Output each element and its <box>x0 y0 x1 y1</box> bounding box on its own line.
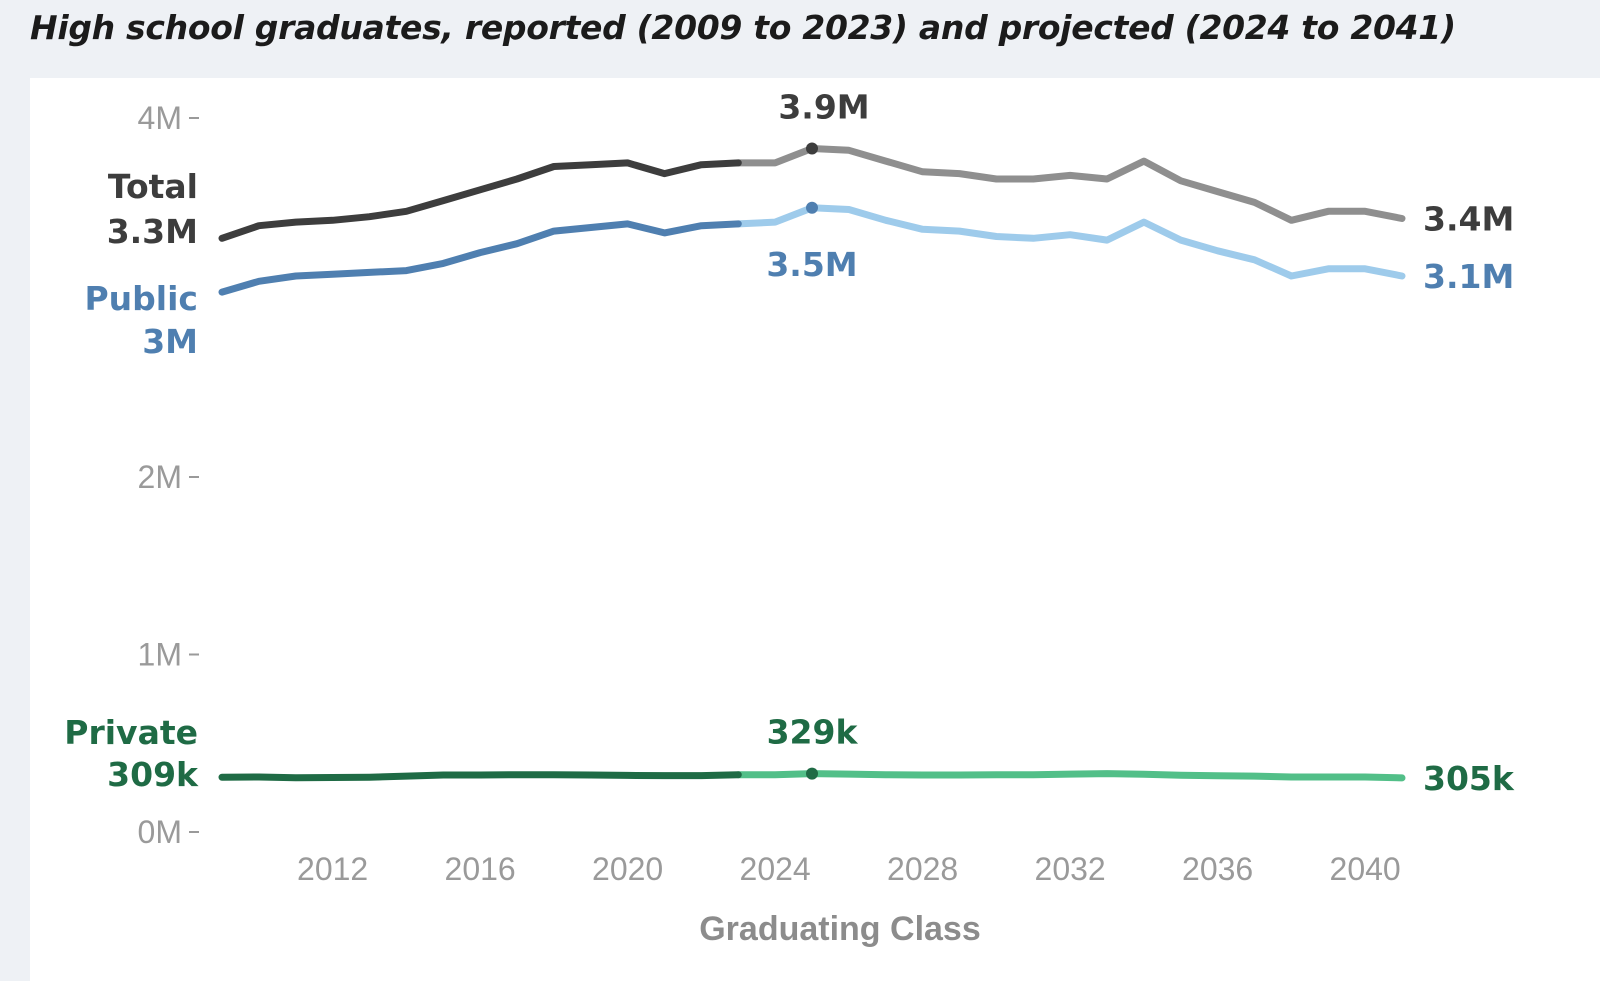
total-reported-line <box>218 159 742 242</box>
x-tick-label: 2040 <box>1330 851 1401 887</box>
chart-panel: 4M 2M 1M 0M 2012 2016 2020 2024 2028 2032 2036 204… <box>30 78 1600 981</box>
private-reported-line <box>218 771 742 782</box>
end-label: 305k <box>1423 759 1515 798</box>
peak-point <box>806 767 818 780</box>
x-axis: 2012 2016 2020 2024 2028 2032 2036 2040 <box>297 851 1401 887</box>
y-tick-label: 4M <box>138 100 182 136</box>
start-label-name: Private <box>64 713 198 752</box>
x-tick-label: 2036 <box>1182 851 1253 887</box>
y-tick-label: 2M <box>138 459 182 495</box>
y-axis: 4M 2M 1M 0M <box>138 100 199 850</box>
private-projected-line <box>734 770 1406 782</box>
y-tick-label: 1M <box>138 637 182 673</box>
peak-point <box>806 201 818 214</box>
x-tick-label: 2028 <box>887 851 958 887</box>
chart-title: High school graduates, reported (2009 to… <box>30 8 1456 47</box>
public-reported-line <box>218 220 742 296</box>
x-tick-label: 2016 <box>445 851 516 887</box>
end-label: 3.1M <box>1423 257 1514 296</box>
x-tick-label: 2024 <box>740 851 811 887</box>
line-chart: 4M 2M 1M 0M 2012 2016 2020 2024 2028 2032 2036 204… <box>64 88 1515 948</box>
public-projected-line <box>734 204 1406 280</box>
total-projected-line <box>734 145 1406 224</box>
y-tick-label: 0M <box>138 814 182 850</box>
x-tick-label: 2032 <box>1035 851 1106 887</box>
start-label-value: 309k <box>107 755 199 794</box>
start-label-name: Public <box>85 279 199 318</box>
start-label-value: 3.3M <box>107 212 198 251</box>
x-tick-label: 2020 <box>592 851 663 887</box>
peak-point <box>806 142 818 155</box>
x-tick-label: 2012 <box>297 851 368 887</box>
peak-label: 3.5M <box>766 245 857 284</box>
start-label-name: Total <box>108 167 198 206</box>
x-axis-label: Graduating Class <box>699 910 981 948</box>
peak-label: 3.9M <box>778 88 869 127</box>
peak-label: 329k <box>767 713 859 752</box>
end-label: 3.4M <box>1423 200 1514 239</box>
start-label-value: 3M <box>142 322 198 361</box>
series-lines <box>218 145 1406 782</box>
